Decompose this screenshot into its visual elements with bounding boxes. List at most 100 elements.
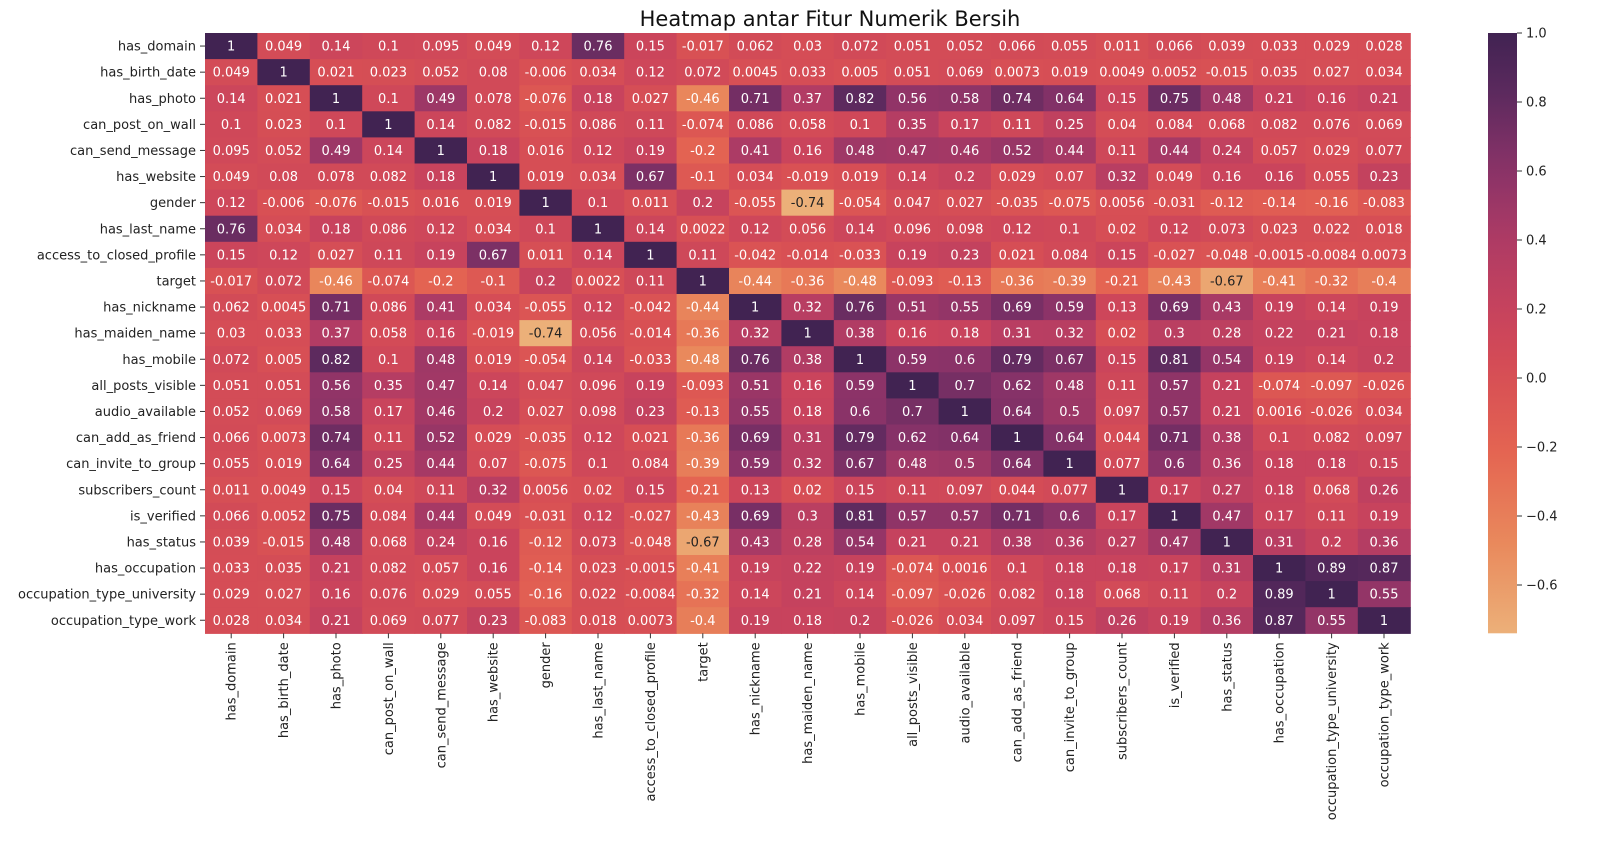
- cell-value-label: 0.0056: [523, 483, 569, 498]
- cell-value-label: 0.71: [322, 301, 351, 316]
- heatmap-cell: [833, 33, 887, 60]
- cell-value-label: 0.068: [370, 535, 407, 550]
- cell-value-label: 0.22: [793, 562, 822, 577]
- cell-value-label: 0.034: [265, 222, 302, 237]
- cell-value-label: 0.14: [374, 144, 403, 159]
- colorbar-tick-label: 0.4: [1526, 234, 1547, 249]
- heatmap-cell: [1095, 502, 1149, 530]
- cell-value-label: 1: [1223, 535, 1231, 550]
- x-tick-label: gender: [539, 642, 554, 689]
- heatmap-cell: [519, 502, 573, 530]
- cell-value-label: 0.12: [426, 222, 455, 237]
- y-tick-label: occupation_type_university: [18, 588, 196, 603]
- heatmap-cell: [571, 450, 625, 478]
- heatmap-cell: [1095, 189, 1149, 217]
- heatmap-cell: [1305, 320, 1359, 347]
- heatmap-cell: [205, 33, 258, 60]
- heatmap-cell: [833, 215, 887, 243]
- cell-value-label: 0.062: [737, 40, 774, 55]
- heatmap-cell: [571, 33, 625, 60]
- cell-value-label: -0.4: [690, 614, 715, 629]
- heatmap-cell: [1043, 85, 1097, 112]
- heatmap-cell: [1200, 163, 1254, 191]
- cell-value-label: 0.14: [741, 588, 770, 603]
- heatmap-cell: [1043, 320, 1097, 347]
- cell-value-label: 1: [803, 327, 811, 342]
- cell-value-label: 0.098: [946, 222, 983, 237]
- cell-value-label: 0.098: [579, 405, 616, 420]
- heatmap-cell: [1253, 189, 1306, 217]
- cell-value-label: 0.6: [1059, 509, 1080, 524]
- heatmap-cell: [1253, 111, 1306, 138]
- heatmap-cell: [1305, 502, 1359, 530]
- cell-value-label: 0.21: [322, 562, 351, 577]
- heatmap-cell: [1200, 398, 1254, 426]
- cell-value-label: 0.051: [213, 379, 250, 394]
- heatmap-cell: [309, 424, 363, 452]
- cell-value-label: 0.056: [789, 222, 826, 237]
- x-tick-label: occupation_type_work: [1378, 642, 1393, 788]
- y-tick-label: has_birth_date: [100, 66, 196, 81]
- y-tick-label: has_website: [116, 170, 196, 185]
- heatmap-cell: [676, 215, 730, 243]
- cell-value-label: 0.18: [793, 614, 822, 629]
- cell-value-label: 0.12: [531, 40, 560, 55]
- heatmap-cell: [1043, 476, 1097, 504]
- heatmap-cell: [1357, 555, 1411, 582]
- cell-value-label: -0.1: [481, 274, 506, 289]
- cell-value-label: 0.21: [1317, 327, 1346, 342]
- heatmap-cell: [676, 476, 730, 504]
- cell-value-label: 0.44: [426, 457, 455, 472]
- x-tick-label: has_last_name: [592, 642, 607, 738]
- heatmap-cell: [467, 398, 520, 426]
- cell-value-label: 0.21: [793, 588, 822, 603]
- cell-value-label: 0.31: [1265, 535, 1294, 550]
- x-tick-label: access_to_closed_profile: [644, 642, 659, 801]
- cell-value-label: 0.14: [584, 248, 613, 263]
- heatmap-cell: [1305, 189, 1359, 217]
- heatmap-cell: [1357, 33, 1411, 60]
- cell-value-label: 0.14: [846, 588, 875, 603]
- cell-value-label: 0.2: [1321, 535, 1342, 550]
- heatmap-cell: [886, 555, 940, 582]
- cell-value-label: 0.096: [894, 222, 931, 237]
- cell-value-label: 0.097: [999, 614, 1036, 629]
- heatmap-cell: [205, 137, 258, 165]
- cell-value-label: 0.16: [426, 327, 455, 342]
- heatmap-cell: [1095, 555, 1149, 582]
- heatmap-cell: [1200, 581, 1254, 608]
- cell-value-label: 0.11: [1003, 118, 1032, 133]
- cell-value-label: 0.58: [950, 92, 979, 107]
- heatmap-cell: [1357, 424, 1411, 452]
- cell-value-label: 0.31: [793, 431, 822, 446]
- heatmap-cell: [781, 450, 835, 478]
- cell-value-label: 0.21: [1212, 379, 1241, 394]
- heatmap-cell: [414, 555, 468, 582]
- heatmap-cell: [362, 372, 416, 399]
- cell-value-label: 0.035: [1261, 66, 1298, 81]
- cell-value-label: -0.026: [891, 614, 933, 629]
- heatmap-cell: [886, 372, 940, 399]
- heatmap-cell: [362, 241, 416, 269]
- heatmap-cell: [257, 555, 311, 582]
- cell-value-label: -0.074: [891, 562, 933, 577]
- cell-value-label: 0.19: [636, 144, 665, 159]
- heatmap-cell: [676, 502, 730, 530]
- cell-value-label: 0.81: [846, 509, 875, 524]
- cell-value-label: 0.005: [841, 66, 878, 81]
- heatmap-cell: [257, 607, 311, 634]
- cell-value-label: 0.027: [265, 588, 302, 603]
- heatmap-cell: [1357, 111, 1411, 138]
- heatmap-cell: [729, 502, 782, 530]
- cell-value-label: 0.38: [1212, 431, 1241, 446]
- cell-value-label: 0.28: [793, 535, 822, 550]
- x-tick-label: can_add_as_friend: [1011, 642, 1026, 762]
- heatmap-cell: [414, 215, 468, 243]
- heatmap-cell: [729, 163, 782, 191]
- heatmap-cell: [1148, 85, 1202, 112]
- cell-value-label: 0.79: [846, 431, 875, 446]
- y-tick-label: target: [156, 274, 196, 289]
- cell-value-label: 0.43: [741, 535, 770, 550]
- colorbar-tick-label: −0.6: [1526, 579, 1558, 594]
- cell-value-label: -0.36: [791, 274, 825, 289]
